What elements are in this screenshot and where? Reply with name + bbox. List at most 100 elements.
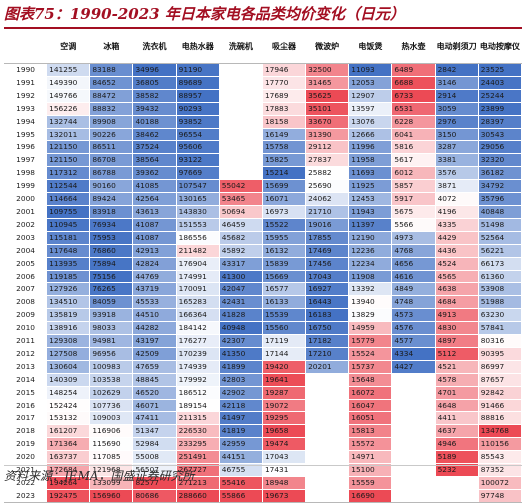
value-cell: 132744 (46, 114, 91, 129)
value-cell: 44151 (218, 450, 263, 465)
value-cell: 17119 (261, 334, 307, 348)
table-row: 1994 132744 89908 40188 93852 18158 33670 13076… (3, 114, 523, 129)
value-cell: 107547 (175, 179, 220, 194)
value-cell: 31390 (305, 127, 350, 142)
table-row: 2007 127926 76265 43719 170091 42047 16577 1692… (3, 282, 523, 297)
value-cell: 3059 (434, 101, 479, 116)
value-cell (391, 476, 436, 490)
table-row: 1990 141255 83188 34996 91190 17946 32500 11093… (3, 63, 523, 77)
column-header: 洗衣机 (132, 29, 177, 64)
value-cell: 90293 (175, 101, 220, 116)
value-cell: 41087 (132, 217, 177, 232)
value-cell: 114664 (46, 192, 91, 206)
value-cell: 34792 (477, 179, 523, 194)
value-cell: 19016 (305, 217, 350, 232)
year-cell: 2000 (3, 192, 48, 206)
value-cell: 5566 (391, 217, 436, 232)
value-cell: 12666 (348, 127, 393, 142)
value-cell: 11908 (348, 269, 393, 284)
value-cell: 44769 (132, 269, 177, 284)
value-cell: 17210 (305, 346, 350, 361)
value-cell (218, 63, 263, 77)
value-cell: 165283 (175, 295, 220, 310)
value-cell: 16047 (348, 398, 393, 413)
value-cell: 40188 (132, 114, 177, 129)
value-cell: 2842 (434, 63, 479, 77)
value-cell (305, 411, 350, 426)
value-cell: 4656 (391, 256, 436, 271)
value-cell: 5675 (391, 204, 436, 219)
year-cell: 1996 (3, 140, 48, 155)
value-cell: 89424 (89, 192, 134, 206)
table-row: 2012 127508 96956 42509 170239 41350 17144 1721… (3, 346, 523, 361)
value-cell: 16750 (305, 321, 350, 336)
value-cell: 90160 (89, 179, 134, 194)
value-cell: 5917 (391, 192, 436, 206)
value-cell: 18948 (261, 476, 307, 490)
value-cell: 41899 (218, 359, 263, 374)
value-cell: 5189 (434, 450, 479, 465)
value-cell: 176277 (175, 334, 220, 348)
value-cell: 19474 (261, 437, 307, 452)
table-row: 1995 132011 90226 38462 96554 16149 31390 12666… (3, 127, 523, 142)
value-cell: 42118 (218, 398, 263, 413)
value-cell: 186512 (175, 385, 220, 400)
value-cell: 55866 (218, 488, 263, 503)
value-cell: 94981 (89, 334, 134, 348)
year-cell: 2019 (3, 437, 48, 452)
value-cell: 29112 (305, 140, 350, 155)
value-cell: 89908 (89, 114, 134, 129)
value-cell: 17469 (305, 243, 350, 258)
value-cell: 25882 (305, 166, 350, 181)
table-row: 2017 153132 109003 47411 211315 41497 19295 160… (3, 411, 523, 426)
value-cell: 93852 (175, 114, 220, 129)
value-cell: 4521 (434, 359, 479, 374)
value-cell: 6733 (391, 88, 436, 103)
value-cell: 44510 (132, 308, 177, 323)
value-cell: 88957 (175, 88, 220, 103)
year-cell: 1999 (3, 179, 48, 194)
value-cell: 100072 (477, 476, 523, 490)
value-cell: 76265 (89, 282, 134, 297)
value-cell: 15560 (261, 321, 307, 336)
value-cell: 53465 (218, 192, 263, 206)
value-cell: 4072 (434, 192, 479, 206)
value-cell: 88472 (89, 88, 134, 103)
price-heatmap-table-container: 空调 冰箱 洗衣机 电热水器 洗碗机 吸尘器 微波炉 电饭煲 热水壶 电动剃须刀 电动按摩仪 199… (3, 29, 523, 503)
value-cell: 39432 (132, 101, 177, 116)
value-cell: 86997 (477, 359, 523, 374)
column-header: 热水壶 (391, 29, 436, 64)
value-cell (218, 166, 263, 181)
value-cell: 15813 (348, 424, 393, 439)
table-row: 2004 117648 76860 42913 211482 45892 16132 1746… (3, 243, 523, 258)
value-cell: 4335 (434, 217, 479, 232)
value-cell: 135819 (46, 308, 91, 323)
value-cell: 4648 (434, 398, 479, 413)
table-row: 1991 149390 84652 36805 89689 17770 31465 12053… (3, 75, 523, 90)
value-cell (218, 101, 263, 116)
value-cell: 138916 (46, 321, 91, 336)
value-cell: 132011 (46, 127, 91, 142)
table-row: 1993 156226 88832 39432 90293 17883 35101 13597… (3, 101, 523, 116)
value-cell (305, 372, 350, 387)
value-cell (305, 385, 350, 400)
column-header: 电热水器 (176, 29, 220, 64)
value-cell: 42824 (132, 256, 177, 271)
table-row: 2006 119185 75156 44769 174991 41300 15669 1704… (3, 269, 523, 284)
table-row: 1998 117312 86788 39362 97669 15214 25882 11693… (3, 166, 523, 181)
value-cell: 43613 (132, 204, 177, 219)
year-cell: 1998 (3, 166, 48, 181)
table-row: 2023 192475 156960 80686 288660 55866 19673 166… (3, 488, 523, 503)
value-cell: 86511 (89, 140, 134, 155)
column-header: 电动剃须刀 (435, 29, 479, 64)
value-cell: 42307 (218, 334, 263, 348)
year-cell: 2021 (3, 463, 48, 477)
value-cell: 97748 (477, 488, 523, 503)
value-cell: 38564 (132, 153, 177, 168)
value-cell: 4576 (391, 321, 436, 336)
value-cell: 115181 (46, 230, 91, 245)
value-cell: 75156 (89, 269, 134, 284)
value-cell: 42564 (132, 192, 177, 206)
table-row: 2019 171364 115690 52984 233295 42959 19474 155… (3, 437, 523, 452)
year-cell: 1990 (3, 63, 48, 77)
